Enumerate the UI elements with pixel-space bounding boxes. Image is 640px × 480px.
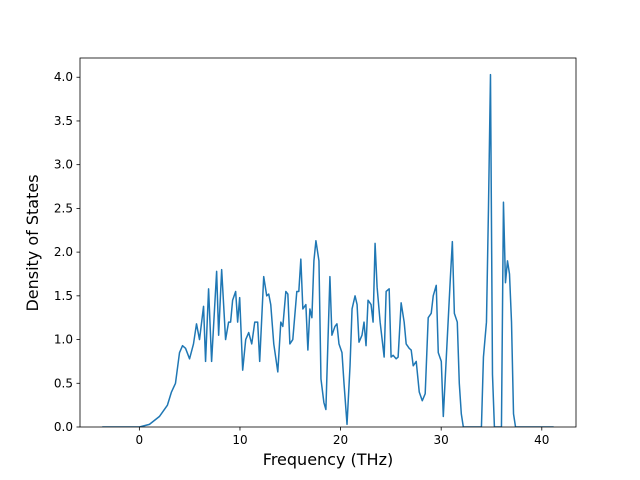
plot-frame bbox=[79, 57, 577, 428]
y-tick-label: 2.0 bbox=[54, 245, 73, 259]
y-tick-label: 1.0 bbox=[54, 333, 73, 347]
y-tick-label: 3.0 bbox=[54, 158, 73, 172]
x-tick-label: 10 bbox=[232, 433, 247, 447]
y-tick-label: 0.5 bbox=[54, 376, 73, 390]
x-axis-label: Frequency (THz) bbox=[263, 450, 393, 469]
y-tick-label: 0.0 bbox=[54, 420, 73, 434]
x-tick-label: 40 bbox=[534, 433, 549, 447]
y-tick-label: 1.5 bbox=[54, 289, 73, 303]
y-tick-label: 3.5 bbox=[54, 114, 73, 128]
x-tick-label: 20 bbox=[333, 433, 348, 447]
x-tick-label: 30 bbox=[434, 433, 449, 447]
y-tick-label: 4.0 bbox=[54, 70, 73, 84]
dos-line bbox=[102, 73, 554, 427]
y-axis-label: Density of States bbox=[23, 174, 42, 311]
y-tick-label: 2.5 bbox=[54, 201, 73, 215]
x-tick-label: 0 bbox=[136, 433, 144, 447]
